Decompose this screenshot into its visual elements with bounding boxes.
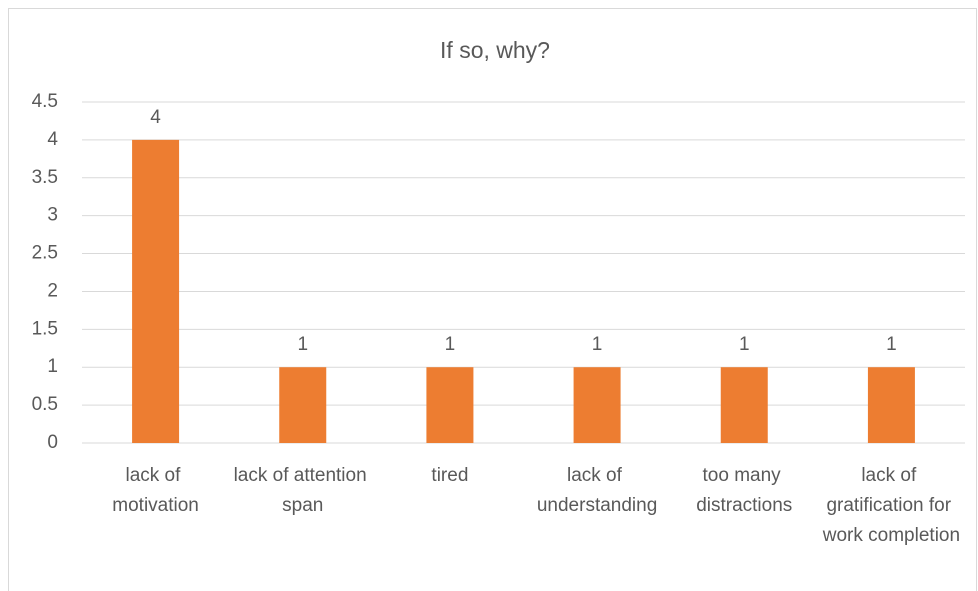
x-tick-label: lack of motivation <box>112 465 199 516</box>
bar <box>426 367 474 443</box>
data-label: 1 <box>297 334 308 355</box>
bar <box>573 367 621 443</box>
data-label: 1 <box>592 334 603 355</box>
bar <box>867 367 915 443</box>
y-tick-label: 0.5 <box>32 394 58 415</box>
x-tick-label: tired <box>431 465 468 486</box>
y-tick-label: 2 <box>47 280 58 301</box>
x-tick-label: lack of gratification for work completio… <box>822 465 960 546</box>
y-tick-label: 4.5 <box>32 91 58 112</box>
bar <box>720 367 768 443</box>
bar <box>279 367 327 443</box>
data-label: 1 <box>739 334 750 355</box>
y-tick-label: 1 <box>47 356 58 377</box>
data-label: 1 <box>886 334 897 355</box>
x-tick-label: lack of attention span <box>234 465 372 516</box>
y-tick-label: 1.5 <box>32 318 58 339</box>
y-tick-label: 3.5 <box>32 167 58 188</box>
y-tick-label: 4 <box>47 129 58 150</box>
y-tick-label: 2.5 <box>32 243 58 264</box>
chart-title: If so, why? <box>440 37 550 63</box>
bar <box>132 139 180 443</box>
data-label: 4 <box>150 107 161 128</box>
y-tick-label: 3 <box>47 205 58 226</box>
data-label: 1 <box>445 334 456 355</box>
x-tick-label: too many distractions <box>696 465 792 516</box>
x-tick-label: lack of understanding <box>537 465 657 516</box>
y-tick-label: 0 <box>47 432 58 453</box>
